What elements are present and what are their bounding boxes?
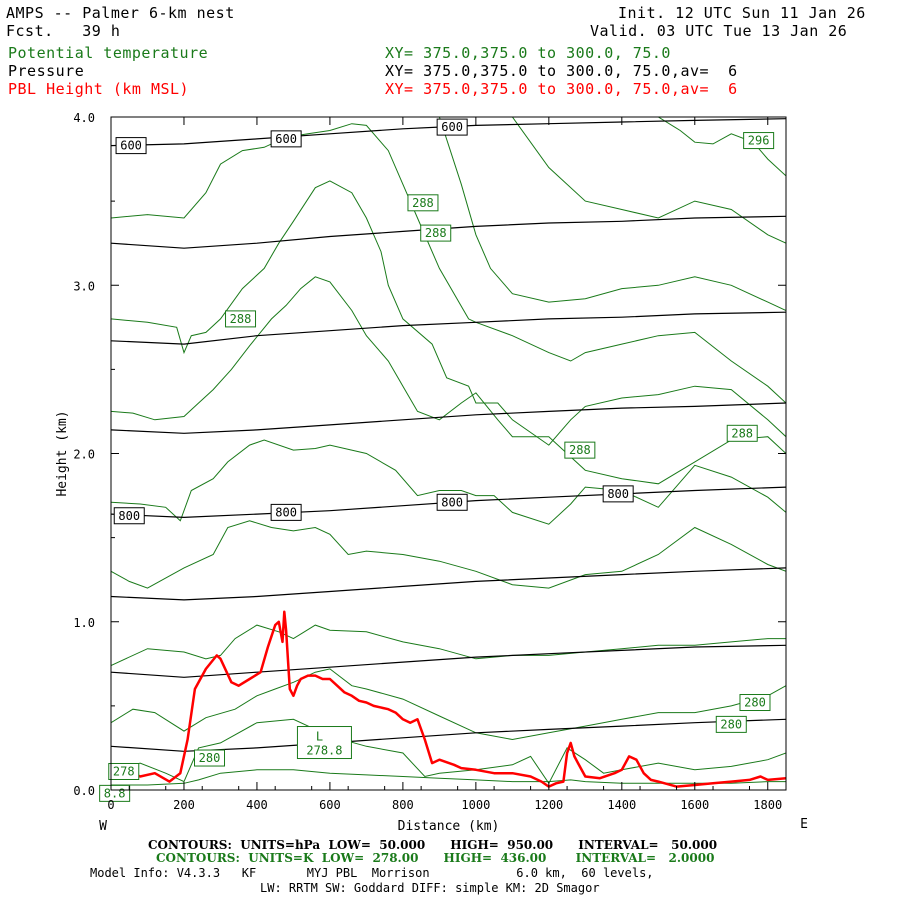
- west-label: W: [99, 819, 107, 834]
- theta-label-box: [194, 749, 226, 767]
- pressure-label-box: [270, 130, 302, 148]
- pressure-label-box: [115, 137, 147, 155]
- field-label-theta: Potential temperature: [8, 44, 209, 62]
- theta-label-box: [726, 424, 758, 442]
- pressure-label: 600: [441, 120, 463, 134]
- theta-label: 280: [199, 751, 221, 765]
- footer-theta-contours: CONTOURS: UNITS=K LOW= 278.00 HIGH= 436.…: [156, 851, 715, 865]
- pbl-height-series: [111, 610, 786, 788]
- theta-contour-280b: [111, 668, 786, 741]
- theta-label-box: [420, 224, 452, 242]
- pressure-label: 800: [275, 505, 297, 519]
- theta-label-box: [715, 715, 747, 733]
- theta-contour-294: [511, 117, 786, 244]
- theta-contour-288a: [111, 276, 786, 485]
- theta-contour-286: [111, 439, 786, 525]
- field-xy-pbl: XY= 375.0,375.0 to 300.0, 75.0,av= 6: [385, 80, 738, 98]
- theta-label-box: [225, 310, 257, 328]
- y-tick-label: 4.0: [73, 111, 95, 125]
- theta-label: 288: [230, 312, 252, 326]
- pressure-label: 800: [118, 509, 140, 523]
- x-axis-label: Distance (km): [398, 819, 500, 834]
- x-tick-label: 400: [246, 798, 268, 812]
- theta-contour-292: [438, 117, 786, 311]
- pressure-label: 600: [120, 139, 142, 153]
- theta-label: 288: [569, 443, 591, 457]
- chart-title: AMPS -- Palmer 6-km nest: [6, 4, 235, 22]
- y-tick-label: 0.0: [73, 784, 95, 798]
- x-tick-label: 600: [319, 798, 341, 812]
- x-tick-label: 1800: [753, 798, 782, 812]
- pressure-label: 800: [441, 495, 463, 509]
- axes: 0 200 400 600 800 1000 1200 1400 1600 1800 0.0 1.0 2…: [55, 111, 808, 834]
- field-xy-theta: XY= 375.0,375.0 to 300.0, 75.0: [385, 44, 671, 62]
- y-tick-label: 2.0: [73, 448, 95, 462]
- theta-label-box: [99, 784, 131, 802]
- theta-label-box: [407, 194, 439, 212]
- theta-label: 288: [425, 226, 447, 240]
- east-label: E: [800, 817, 808, 832]
- pressure-contour-950: [111, 718, 786, 752]
- theta-contour-280a: [111, 718, 786, 785]
- x-tick-label: 800: [392, 798, 414, 812]
- theta-label-box: [739, 694, 771, 712]
- pressure-contour-900: [111, 644, 786, 678]
- x-tick-label: 1600: [680, 798, 709, 812]
- contour-labels: 600 600 600 800 800 800 800 288 288 288 288 288 296 2…: [99, 118, 775, 802]
- pressure-contour-750: [111, 402, 786, 434]
- theta-label: 296: [748, 134, 770, 148]
- footer-model-info: Model Info: V4.3.3 KF MYJ PBL Morrison 6…: [90, 866, 654, 880]
- y-tick-label: 1.0: [73, 616, 95, 630]
- theta-contour-284: [111, 520, 786, 589]
- field-label-pbl: PBL Height (km MSL): [8, 80, 190, 98]
- theta-label: 288: [412, 196, 434, 210]
- theta-label-box: [108, 762, 140, 780]
- theta-label-box: [564, 441, 596, 459]
- y-axis-label: Height (km): [55, 410, 70, 496]
- pressure-label-box: [113, 507, 145, 525]
- pressure-label-box: [602, 485, 634, 503]
- x-tick-label: 0: [107, 798, 114, 812]
- x-tick-label: 1400: [607, 798, 636, 812]
- pressure-label-box: [436, 118, 468, 136]
- low-marker-box: [296, 726, 352, 760]
- pressure-label-box: [270, 503, 302, 521]
- theta-contour-278: [111, 769, 786, 786]
- theta-label: 280: [720, 717, 742, 731]
- pressure-label-box: [436, 493, 468, 511]
- pressure-contour-850: [111, 567, 786, 601]
- theta-label: 288: [731, 426, 753, 440]
- footer-pressure-contours: CONTOURS: UNITS=hPa LOW= 50.000 HIGH= 95…: [148, 838, 718, 852]
- theta-label: 278: [113, 764, 135, 778]
- valid-time: Valid. 03 UTC Tue 13 Jan 26: [590, 22, 848, 40]
- x-tick-label: 1200: [534, 798, 563, 812]
- low-marker-value: 278.8: [306, 744, 342, 758]
- theta-contour-296: [658, 117, 786, 177]
- theta-contour-290: [111, 123, 786, 404]
- footer-physics: LW: RRTM SW: Goddard DIFF: simple KM: 2D…: [260, 881, 600, 895]
- field-label-pressure: Pressure: [8, 62, 85, 80]
- pressure-contours: [111, 118, 786, 752]
- x-tick-label: 200: [173, 798, 195, 812]
- theta-contours: [111, 117, 786, 786]
- theta-contour-288b: [111, 180, 786, 446]
- field-xy-pressure: XY= 375.0,375.0 to 300.0, 75.0,av= 6: [385, 62, 738, 80]
- theta-label: 280: [744, 696, 766, 710]
- y-tick-label: 3.0: [73, 279, 95, 293]
- pressure-contour-700: [111, 311, 786, 345]
- forecast-hour: Fcst. 39 h: [6, 22, 121, 40]
- x-tick-label: 1000: [461, 798, 490, 812]
- low-marker-letter: L: [316, 730, 323, 744]
- pressure-label: 600: [275, 132, 297, 146]
- theta-label-box: [743, 132, 775, 150]
- pbl-height-line: [111, 610, 786, 788]
- pressure-label: 800: [607, 487, 629, 501]
- init-time: Init. 12 UTC Sun 11 Jan 26: [618, 4, 866, 22]
